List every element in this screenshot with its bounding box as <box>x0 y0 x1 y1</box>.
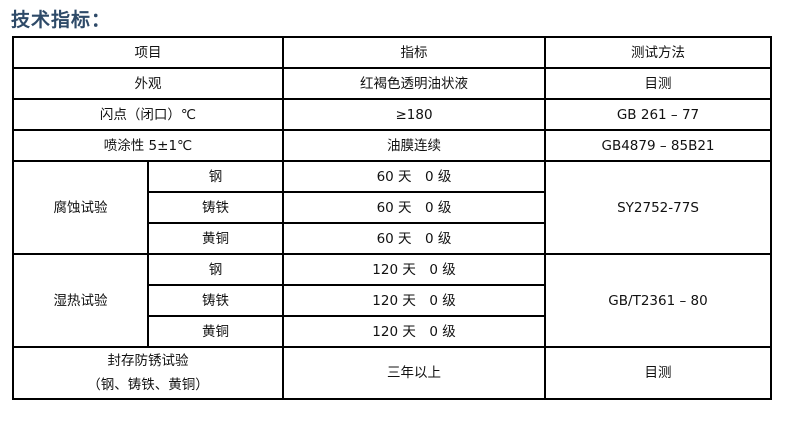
table-row: 铸铁 120 天 0 级 <box>13 284 771 317</box>
header-item: 项目 <box>12 36 284 69</box>
cell-metal: 钢 <box>147 160 284 193</box>
cell-value: ≥180 <box>282 98 546 131</box>
cell-method: GB4879 – 85B21 <box>544 129 772 162</box>
cell-metal: 黄铜 <box>147 222 284 255</box>
table-row: 铸铁 60 天 0 级 <box>13 191 771 224</box>
table-row: 喷涂性 5±1℃ 油膜连续 GB4879 – 85B21 <box>12 129 772 162</box>
page-title: 技术指标： <box>11 9 112 31</box>
cell-value: 120 天 0 级 <box>282 315 546 348</box>
cell-method: 目测 <box>544 67 772 100</box>
table-row: 外观 红褐色透明油状液 目测 <box>12 67 772 100</box>
cell-item-line1: 封存防锈试验 <box>107 353 189 369</box>
cell-value: 60 天 0 级 <box>282 191 546 224</box>
cell-item: 湿热试验 <box>12 253 149 348</box>
table-row: 闪点（闭口）℃ ≥180 GB 261 – 77 <box>12 98 772 131</box>
table-row: 黄铜 120 天 0 级 <box>13 315 771 348</box>
table-row: 腐蚀试验 钢 60 天 0 级 SY2752-77S <box>12 160 772 255</box>
cell-item: 喷涂性 5±1℃ <box>12 129 284 162</box>
cell-value: 120 天 0 级 <box>282 253 546 286</box>
cell-item: 封存防锈试验 （钢、铸铁、黄铜） <box>12 346 284 400</box>
table-header-row: 项目 指标 测试方法 <box>12 36 772 69</box>
cell-value: 油膜连续 <box>282 129 546 162</box>
cell-value: 三年以上 <box>282 346 546 400</box>
header-method: 测试方法 <box>544 36 772 69</box>
cell-method: SY2752-77S <box>544 160 772 255</box>
cell-metal: 钢 <box>147 253 284 286</box>
cell-metal: 铸铁 <box>147 284 284 317</box>
table-row: 封存防锈试验 （钢、铸铁、黄铜） 三年以上 目测 <box>12 346 772 400</box>
cell-value: 60 天 0 级 <box>282 160 546 193</box>
cell-method: 目测 <box>544 346 772 400</box>
cell-value: 120 天 0 级 <box>282 284 546 317</box>
cell-value: 60 天 0 级 <box>282 222 546 255</box>
cell-metal: 铸铁 <box>147 191 284 224</box>
header-spec: 指标 <box>282 36 546 69</box>
cell-item: 腐蚀试验 <box>12 160 149 255</box>
table-row: 黄铜 60 天 0 级 <box>13 222 771 255</box>
cell-item-line2: （钢、铸铁、黄铜） <box>87 377 209 393</box>
tech-spec-table: 项目 指标 测试方法 外观 红褐色透明油状液 目测 闪点（闭口）℃ ≥180 G… <box>12 36 772 400</box>
cell-item: 外观 <box>12 67 284 100</box>
cell-method: GB 261 – 77 <box>544 98 772 131</box>
cell-method: GB/T2361 – 80 <box>544 253 772 348</box>
cell-item: 闪点（闭口）℃ <box>12 98 284 131</box>
cell-metal: 黄铜 <box>147 315 284 348</box>
table-row: 湿热试验 钢 120 天 0 级 GB/T2361 – 80 <box>12 253 772 348</box>
cell-value: 红褐色透明油状液 <box>282 67 546 100</box>
